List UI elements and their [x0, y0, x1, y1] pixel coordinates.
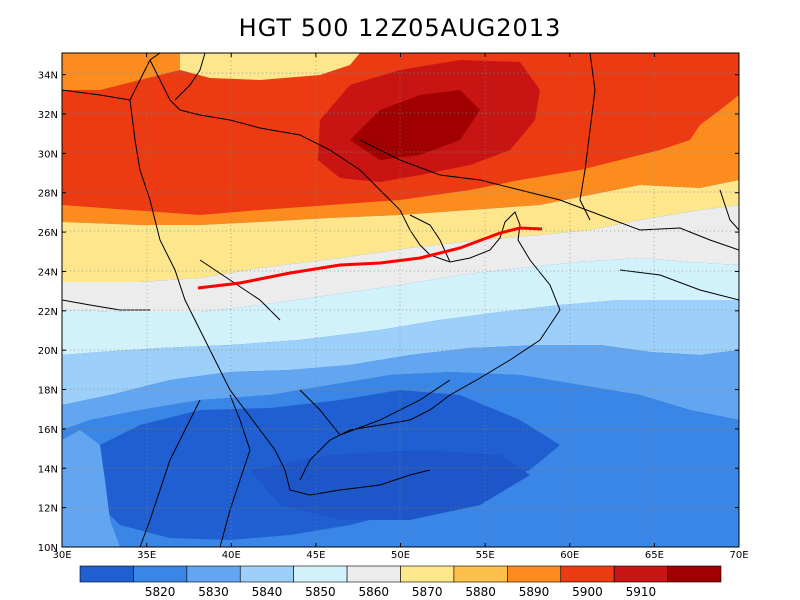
lon-label: 35E — [137, 550, 156, 561]
colorbar-swatch — [293, 565, 348, 583]
lat-label: 20N — [38, 346, 58, 357]
lon-label: 45E — [306, 550, 325, 561]
colorbar-swatch — [507, 565, 562, 583]
colorbar-swatch — [133, 565, 188, 583]
colorbar-label: 5860 — [359, 585, 390, 599]
lat-label: 16N — [38, 425, 58, 436]
colorbar-label: 5850 — [305, 585, 336, 599]
colorbar-label: 5900 — [572, 585, 603, 599]
lat-label: 14N — [38, 464, 58, 475]
lon-label: 50E — [391, 550, 410, 561]
colorbar-label: 5840 — [252, 585, 283, 599]
lat-label: 28N — [38, 189, 58, 200]
colorbar-label: 5830 — [198, 585, 229, 599]
colorbar-swatch — [560, 565, 615, 583]
lat-label: 22N — [38, 307, 58, 318]
colorbar-label: 5910 — [626, 585, 657, 599]
band-5820-south — [250, 450, 530, 520]
map-title: HGT 500 12Z05AUG2013 — [238, 14, 562, 42]
colorbar-swatch — [667, 565, 722, 583]
lon-label: 60E — [560, 550, 579, 561]
colorbar-swatch — [186, 565, 241, 583]
lon-label: 40E — [222, 550, 241, 561]
colorbar-swatch — [79, 565, 134, 583]
lat-label: 32N — [38, 110, 58, 121]
coastlines — [62, 53, 739, 547]
band-top-orange — [62, 53, 180, 90]
colorbar: 5820 5830 5840 5850 5860 5870 5880 5890 5900 5910 — [79, 565, 722, 599]
lat-label: 18N — [38, 386, 58, 397]
lon-label: 55E — [476, 550, 495, 561]
longitude-labels: 30E 35E 40E 45E 50E 55E 60E 65E 70E — [52, 550, 748, 561]
lat-label: 30N — [38, 149, 58, 160]
lat-label: 34N — [38, 71, 58, 82]
lat-label: 26N — [38, 228, 58, 239]
lon-label: 30E — [52, 550, 71, 561]
colorbar-swatch — [346, 565, 401, 583]
colorbar-label: 5880 — [465, 585, 496, 599]
colorbar-label: 5890 — [519, 585, 550, 599]
graticule — [62, 53, 739, 547]
band-5910-core — [350, 90, 480, 160]
colorbar-swatch — [613, 565, 668, 583]
geopotential-fill — [62, 53, 739, 547]
lat-label: 12N — [38, 504, 58, 515]
lat-label: 10N — [38, 543, 58, 554]
band-5840 — [62, 345, 739, 430]
lon-label: 70E — [729, 550, 748, 561]
axis-ticks — [61, 53, 740, 548]
band-5860 — [62, 258, 739, 355]
latitude-labels: 10N 12N 14N 16N 18N 20N 22N 24N 26N 28N 30N 32N 34N — [38, 71, 58, 554]
trough-line — [197, 226, 543, 290]
colorbar-swatch — [453, 565, 508, 583]
lat-label: 24N — [38, 267, 58, 278]
band-5850 — [62, 300, 739, 405]
colorbar-label: 5820 — [145, 585, 176, 599]
lon-label: 65E — [645, 550, 664, 561]
band-5840-west — [62, 430, 120, 547]
colorbar-swatch — [400, 565, 455, 583]
colorbar-label: 5870 — [412, 585, 443, 599]
colorbar-swatch — [239, 565, 294, 583]
